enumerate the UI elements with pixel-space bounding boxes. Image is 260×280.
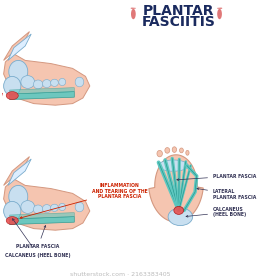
Ellipse shape bbox=[186, 150, 189, 155]
Polygon shape bbox=[4, 157, 29, 185]
Ellipse shape bbox=[158, 160, 188, 171]
Ellipse shape bbox=[172, 147, 177, 152]
Ellipse shape bbox=[51, 79, 58, 87]
Ellipse shape bbox=[217, 8, 218, 9]
Polygon shape bbox=[4, 54, 90, 105]
Ellipse shape bbox=[132, 8, 133, 9]
Polygon shape bbox=[8, 159, 31, 185]
Ellipse shape bbox=[6, 92, 18, 100]
Text: PLANTAR FASCIA: PLANTAR FASCIA bbox=[177, 174, 256, 181]
Text: INFLAMMATION
AND TEARING OF THE
PLANTAR FASCIA: INFLAMMATION AND TEARING OF THE PLANTAR … bbox=[20, 183, 148, 218]
Text: shutterstock.com · 2163383405: shutterstock.com · 2163383405 bbox=[69, 272, 170, 277]
Ellipse shape bbox=[4, 76, 21, 95]
Polygon shape bbox=[4, 32, 29, 60]
Text: FASCIITIS: FASCIITIS bbox=[142, 15, 216, 29]
Ellipse shape bbox=[220, 8, 221, 9]
Text: CALCANEUS
(HEEL BONE): CALCANEUS (HEEL BONE) bbox=[186, 207, 246, 217]
Ellipse shape bbox=[59, 78, 66, 86]
Ellipse shape bbox=[165, 148, 170, 153]
Ellipse shape bbox=[9, 185, 28, 208]
Ellipse shape bbox=[174, 206, 184, 214]
Polygon shape bbox=[149, 155, 203, 222]
Ellipse shape bbox=[133, 8, 134, 9]
Ellipse shape bbox=[221, 8, 222, 9]
Polygon shape bbox=[4, 179, 90, 230]
Ellipse shape bbox=[6, 217, 18, 225]
Ellipse shape bbox=[75, 202, 84, 212]
Ellipse shape bbox=[21, 200, 35, 213]
Ellipse shape bbox=[168, 208, 193, 226]
Polygon shape bbox=[10, 213, 74, 219]
Ellipse shape bbox=[131, 9, 136, 19]
Ellipse shape bbox=[42, 80, 51, 88]
Text: LATERAL
PLANTAR FASCIA: LATERAL PLANTAR FASCIA bbox=[197, 188, 256, 200]
Polygon shape bbox=[10, 92, 74, 100]
Text: CALCANEUS (HEEL BONE): CALCANEUS (HEEL BONE) bbox=[5, 219, 71, 258]
Ellipse shape bbox=[4, 201, 21, 221]
Polygon shape bbox=[10, 88, 74, 94]
Ellipse shape bbox=[218, 8, 219, 9]
Ellipse shape bbox=[219, 8, 220, 9]
Ellipse shape bbox=[59, 203, 66, 211]
Ellipse shape bbox=[180, 148, 183, 153]
Ellipse shape bbox=[157, 150, 162, 157]
Ellipse shape bbox=[33, 205, 43, 214]
Ellipse shape bbox=[131, 8, 132, 9]
Ellipse shape bbox=[9, 60, 28, 83]
Polygon shape bbox=[10, 217, 74, 225]
Ellipse shape bbox=[75, 77, 84, 87]
Ellipse shape bbox=[33, 80, 43, 89]
Ellipse shape bbox=[21, 76, 35, 88]
Ellipse shape bbox=[51, 204, 58, 211]
Text: PLANTAR FASCIA: PLANTAR FASCIA bbox=[16, 226, 60, 249]
Ellipse shape bbox=[134, 8, 135, 9]
Ellipse shape bbox=[135, 8, 136, 9]
Text: PLANTAR: PLANTAR bbox=[143, 4, 214, 18]
Polygon shape bbox=[8, 34, 31, 60]
Ellipse shape bbox=[217, 9, 222, 19]
Ellipse shape bbox=[42, 205, 51, 213]
